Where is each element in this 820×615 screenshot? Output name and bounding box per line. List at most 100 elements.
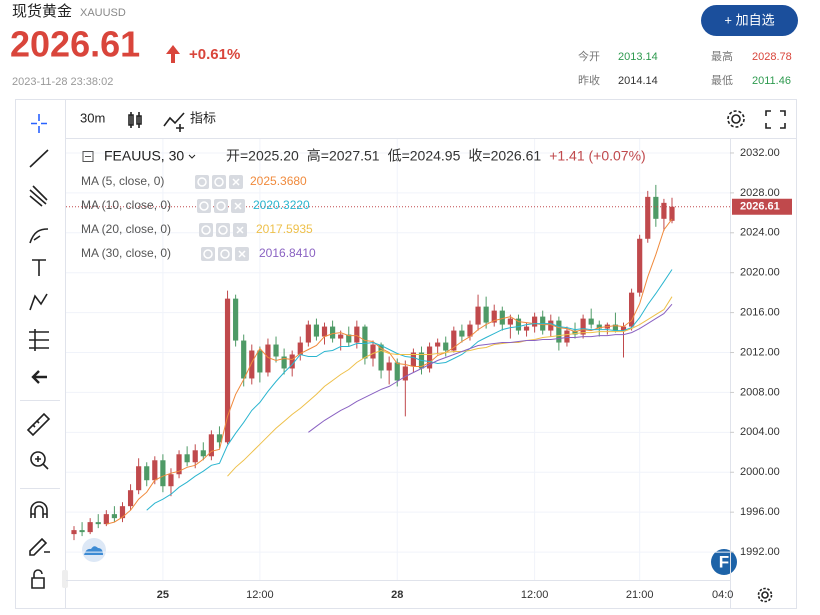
stat-value: 2028.78 bbox=[752, 51, 792, 63]
y-tick-label: 2016.00 bbox=[740, 307, 780, 319]
text-tool[interactable] bbox=[32, 259, 46, 276]
price-axis: 1992.00 1996.00 2000.00 2004.00 2008.00 2012.… bbox=[157, 147, 792, 601]
candle-body bbox=[321, 326, 328, 337]
trendline-tool[interactable] bbox=[29, 149, 49, 168]
candle-body bbox=[338, 334, 344, 339]
candle-body bbox=[192, 450, 198, 463]
candle-body bbox=[532, 316, 538, 327]
left-toolbar bbox=[20, 114, 60, 589]
y-tick-label: 2032.00 bbox=[740, 147, 780, 159]
crosshair-tool[interactable] bbox=[31, 114, 47, 133]
lock-tool[interactable] bbox=[31, 569, 45, 589]
chart-type-button[interactable] bbox=[128, 112, 142, 128]
ohlc-legend: 低=2024.95 bbox=[388, 148, 461, 164]
fullscreen-button[interactable] bbox=[765, 110, 786, 129]
candle-body bbox=[305, 324, 311, 343]
candle-body bbox=[435, 342, 441, 347]
y-tick-label: 2028.00 bbox=[740, 187, 780, 199]
ohlc-legend: 高=2027.51 bbox=[307, 148, 380, 164]
candle-body bbox=[127, 490, 134, 507]
settings-button[interactable] bbox=[727, 110, 745, 128]
ma-line bbox=[227, 296, 673, 477]
instrument-symbol: XAUUSD bbox=[80, 7, 126, 19]
legend-value: 2020.3220 bbox=[253, 198, 310, 212]
add-watchlist-button[interactable]: + 加自选 bbox=[701, 5, 798, 36]
candle-body bbox=[184, 454, 190, 463]
candle-body bbox=[628, 292, 635, 327]
zoom-tool[interactable] bbox=[30, 451, 49, 470]
svg-text:F: F bbox=[719, 552, 729, 571]
stat-label: 今开 bbox=[578, 49, 600, 63]
x-tick-label: 12:00 bbox=[521, 589, 549, 601]
legend-value: 2025.3680 bbox=[250, 174, 307, 188]
x-tick-label: 04:0 bbox=[712, 589, 733, 601]
candle-body bbox=[144, 466, 150, 481]
candle-body bbox=[233, 298, 239, 341]
candle-body bbox=[637, 238, 643, 293]
y-tick-label: 1992.00 bbox=[740, 546, 780, 558]
collapse-legend[interactable] bbox=[82, 151, 94, 162]
candle-body bbox=[394, 362, 400, 381]
candle-body bbox=[273, 344, 279, 357]
logo-badge bbox=[82, 538, 106, 562]
candle-body bbox=[281, 356, 287, 369]
x-tick-label: 21:00 bbox=[626, 589, 654, 601]
legend-glyph bbox=[220, 249, 230, 259]
candle-body bbox=[354, 326, 360, 343]
candle-body bbox=[491, 310, 497, 323]
axis-settings[interactable] bbox=[757, 587, 773, 603]
y-tick-label: 2008.00 bbox=[740, 386, 780, 398]
y-tick-label: 2004.00 bbox=[740, 426, 780, 438]
candle-body bbox=[370, 344, 376, 359]
indicators-button[interactable]: 指标 bbox=[190, 110, 216, 125]
x-tick-label: 28 bbox=[391, 589, 403, 601]
ruler-tool[interactable] bbox=[26, 412, 51, 437]
legend-glyph bbox=[238, 250, 246, 258]
candle-body bbox=[661, 202, 667, 219]
candle-body bbox=[596, 324, 602, 329]
eraser-tool[interactable] bbox=[29, 537, 50, 556]
candle-body bbox=[523, 326, 530, 331]
candle-body bbox=[297, 342, 303, 355]
collapse-handle[interactable] bbox=[62, 570, 68, 588]
legend-glyph bbox=[218, 225, 228, 235]
candle-body bbox=[402, 366, 408, 381]
candle-body bbox=[111, 514, 118, 519]
button-label: + 加自选 bbox=[724, 12, 774, 27]
stat-value: 2014.14 bbox=[618, 75, 658, 87]
legend-glyph bbox=[216, 201, 226, 211]
interval-button[interactable]: 30m bbox=[80, 110, 105, 125]
candle-body bbox=[499, 310, 505, 325]
legend-icon bbox=[218, 247, 232, 261]
back-tool[interactable] bbox=[31, 370, 47, 384]
candle-body bbox=[459, 330, 465, 337]
ma-line bbox=[106, 218, 673, 525]
brush-tool[interactable] bbox=[29, 228, 49, 244]
candle-body bbox=[208, 434, 214, 457]
candle-body bbox=[410, 352, 417, 367]
f-badge[interactable]: F bbox=[711, 549, 737, 575]
ohlc-legend: 收=2026.61 bbox=[468, 148, 541, 164]
ma-line bbox=[308, 303, 673, 433]
candle-body bbox=[313, 324, 320, 337]
dropdown[interactable] bbox=[188, 154, 196, 159]
fib-tool[interactable] bbox=[29, 185, 48, 207]
indicator-icon bbox=[163, 112, 185, 132]
plot bbox=[66, 184, 730, 541]
stat-label: 最低 bbox=[711, 74, 733, 87]
last-price-tag bbox=[732, 198, 792, 215]
candle-body bbox=[119, 506, 126, 519]
candle-body bbox=[71, 530, 77, 535]
timestamp: 2023-11-28 23:38:02 bbox=[12, 76, 113, 88]
stat-label: 最高 bbox=[711, 49, 733, 63]
y-tick-label: 2012.00 bbox=[740, 346, 780, 358]
y-tick-label: 2020.00 bbox=[740, 267, 780, 279]
magnet-tool[interactable] bbox=[30, 501, 48, 518]
legend-glyph bbox=[214, 177, 224, 187]
candle-body bbox=[160, 460, 166, 487]
candle-body bbox=[507, 318, 513, 325]
legend-name: MA (10, close, 0) bbox=[81, 198, 171, 212]
pattern-tool[interactable] bbox=[29, 293, 48, 311]
candle-body bbox=[467, 324, 473, 337]
measure-tool[interactable] bbox=[29, 329, 49, 351]
